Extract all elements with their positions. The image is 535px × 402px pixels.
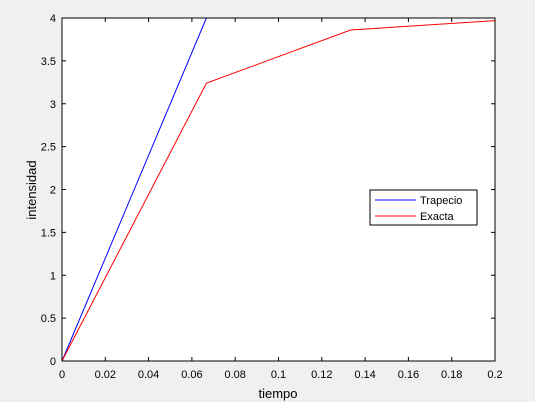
x-tick-label: 0.06 [181,369,202,381]
plot-border [61,17,496,362]
y-tick-label: 1 [50,270,56,282]
legend-label: Trapecio [420,195,462,207]
x-tick-label: 0.08 [224,369,245,381]
x-tick-label: 0.16 [398,369,419,381]
y-tick-label: 3 [50,99,56,111]
x-tick-label: 0.14 [354,369,375,381]
series-line [61,20,496,362]
x-tick-label: 0.12 [311,369,332,381]
x-tick-label: 0.1 [271,369,286,381]
x-tick-label: 0.2 [487,369,502,381]
x-tick-label: 0.18 [441,369,462,381]
y-axis-label: intensidad [24,160,39,219]
x-tick-label: 0.02 [95,369,116,381]
x-tick-label: 0.04 [138,369,159,381]
x-tick-label: 0 [59,369,65,381]
legend-box [369,189,478,226]
y-tick-label: 2 [50,185,56,197]
y-tick-label: 2.5 [41,142,56,154]
y-tick-label: 4 [50,13,56,25]
y-tick-label: 1.5 [41,227,56,239]
y-tick-label: 0.5 [41,313,56,325]
y-tick-label: 3.5 [41,56,56,68]
x-axis-label: tiempo [258,386,297,401]
y-tick-label: 0 [50,356,56,368]
legend-label: Exacta [420,211,455,223]
